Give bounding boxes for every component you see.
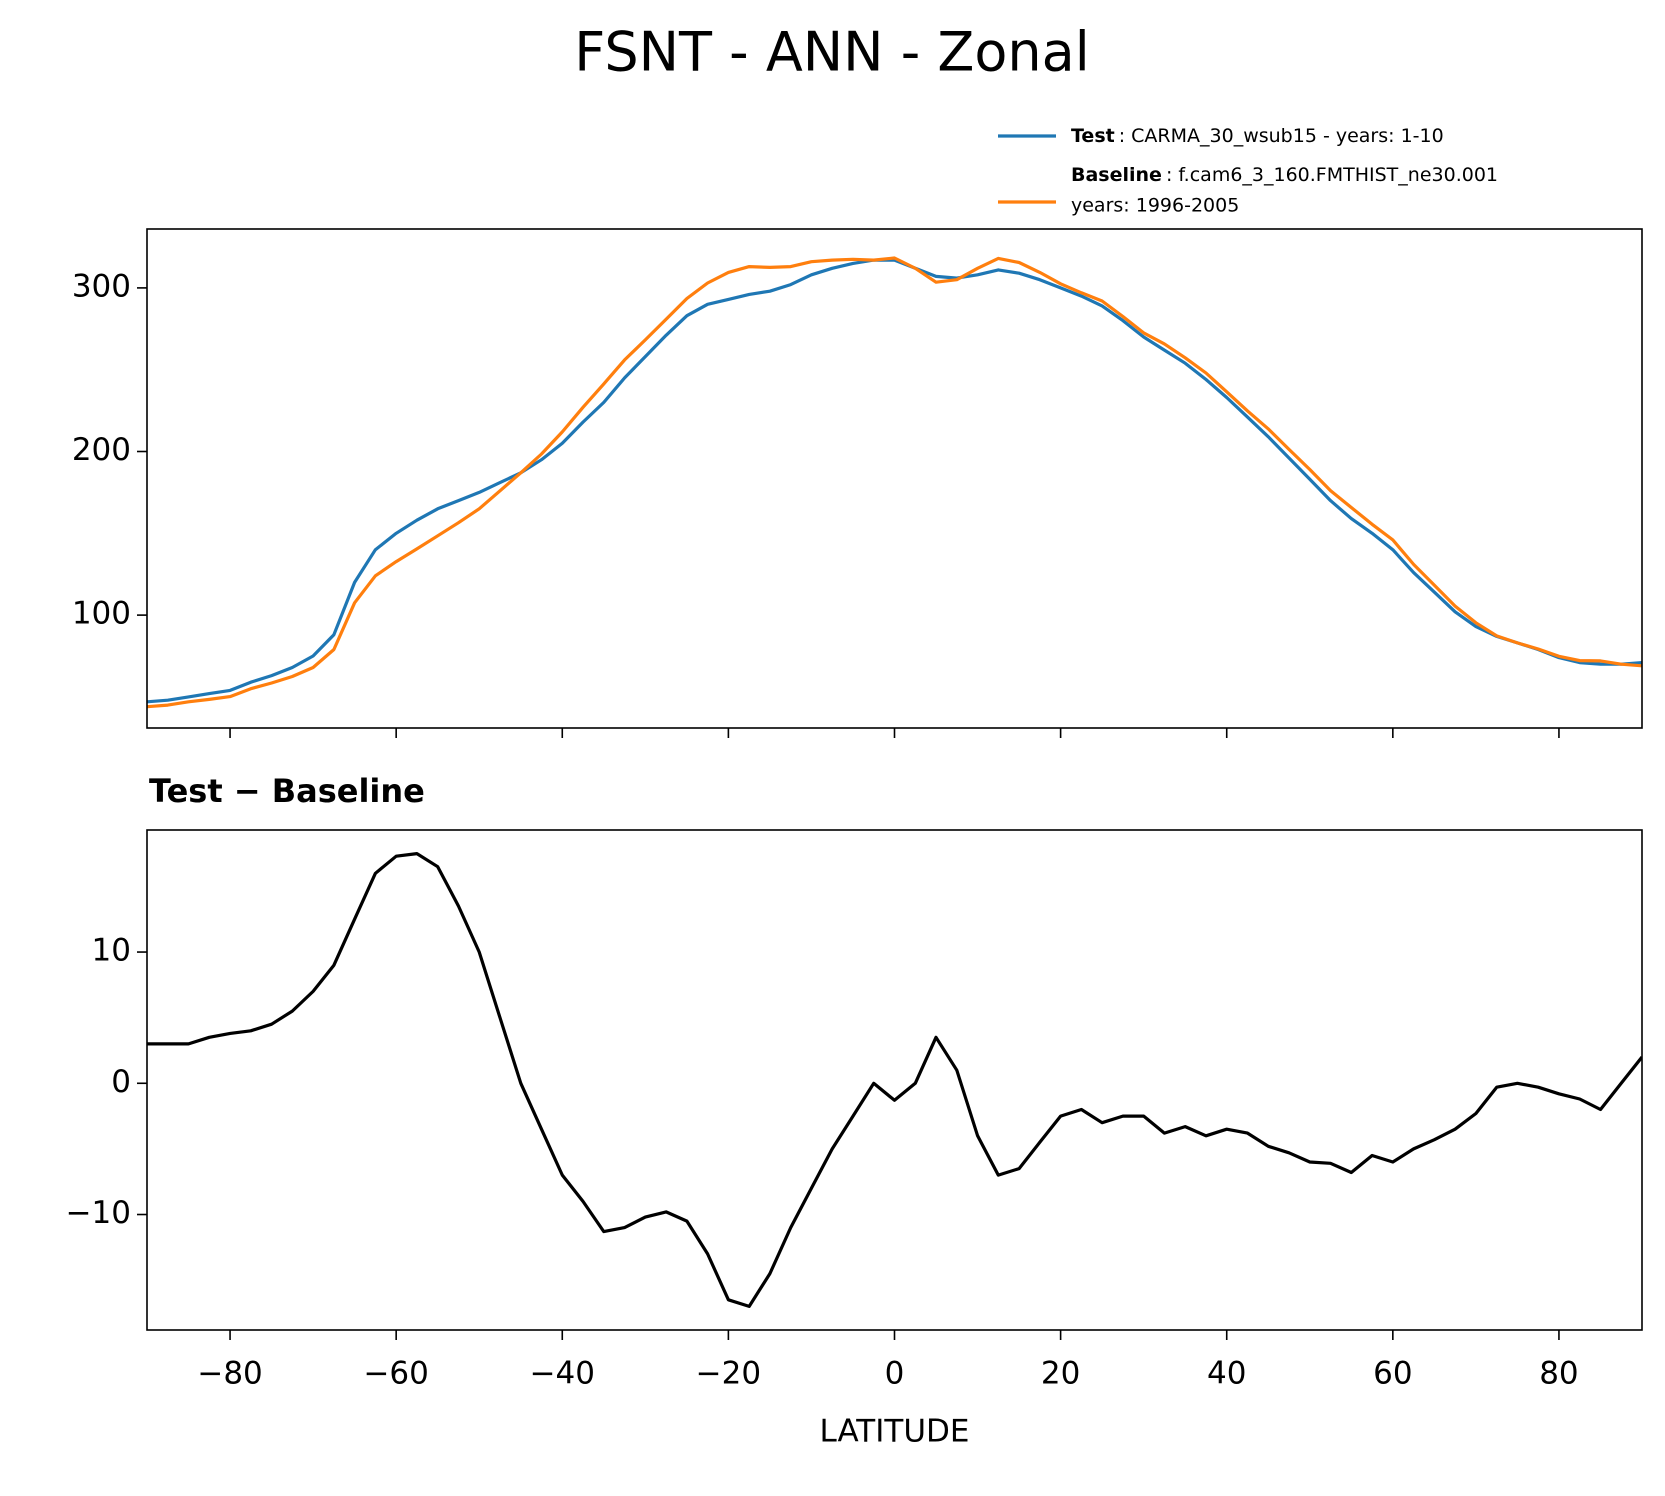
x-tick-label: 20 (1041, 1356, 1080, 1392)
y-tick-label: 200 (72, 432, 131, 468)
legend-description: : f.cam6_3_160.FMTHIST_ne30.001 (1166, 164, 1498, 186)
legend-label: Baseline: f.cam6_3_160.FMTHIST_ne30.001 (1071, 164, 1498, 186)
legend-description: : CARMA_30_wsub15 - years: 1-10 (1119, 125, 1444, 147)
x-axis-label: LATITUDE (820, 1414, 970, 1450)
axes-frame (146, 829, 1643, 1331)
legend-description: years: 1996-2005 (1071, 195, 1239, 217)
legend-name: Baseline (1071, 164, 1162, 186)
x-tick-label: −80 (197, 1356, 262, 1392)
y-tick-label: 10 (92, 933, 131, 969)
legend-label: Test: CARMA_30_wsub15 - years: 1-10 (1071, 125, 1444, 147)
x-tick-label: −40 (530, 1356, 595, 1392)
x-tick-label: 40 (1207, 1356, 1246, 1392)
y-tick-label: 300 (72, 268, 131, 304)
x-tick-label: 60 (1373, 1356, 1412, 1392)
data-line (147, 852, 1642, 1308)
legend-name: Test (1071, 125, 1115, 147)
x-tick-label: −20 (696, 1356, 761, 1392)
chart-title: FSNT - ANN - Zonal (574, 21, 1089, 84)
y-tick-label: 0 (111, 1064, 131, 1100)
axes-frame (146, 228, 1643, 729)
subtitle: Test − Baseline (149, 772, 425, 810)
x-tick-label: −60 (363, 1356, 428, 1392)
x-tick-label: 0 (885, 1356, 905, 1392)
y-tick-label: 100 (72, 596, 131, 632)
x-tick-label: 80 (1539, 1356, 1578, 1392)
data-line (147, 258, 1642, 704)
data-line (147, 256, 1642, 709)
y-tick-label: −10 (66, 1195, 131, 1231)
